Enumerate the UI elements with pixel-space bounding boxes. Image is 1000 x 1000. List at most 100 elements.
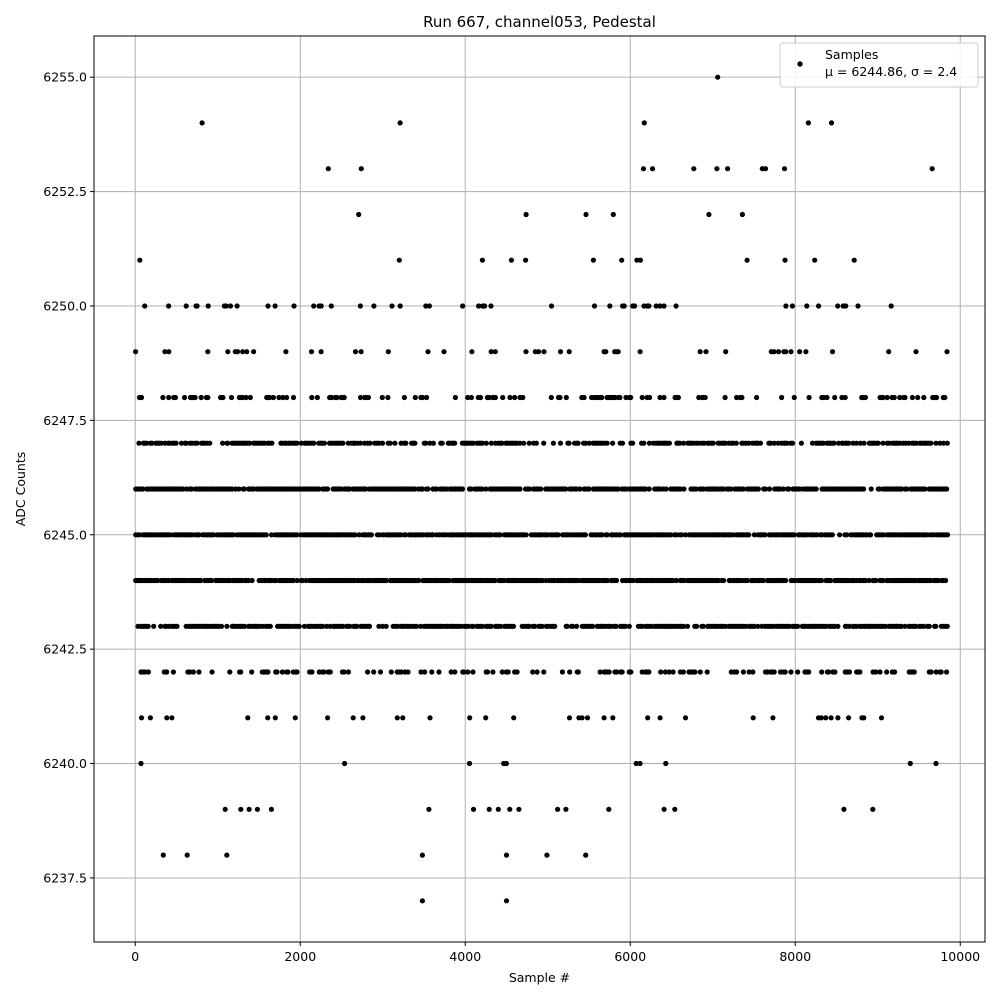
y-tick-label: 6252.5 <box>43 184 87 199</box>
data-point <box>325 715 331 721</box>
data-point <box>566 715 573 721</box>
data-point <box>138 715 145 721</box>
data-point <box>365 394 371 401</box>
data-point <box>526 486 533 492</box>
data-point <box>194 303 200 309</box>
data-point <box>198 394 204 401</box>
data-point <box>550 440 557 446</box>
data-point <box>619 440 626 446</box>
data-point <box>523 349 529 355</box>
data-point <box>628 669 634 675</box>
data-point <box>789 303 796 309</box>
data-point <box>270 394 276 401</box>
data-point <box>249 577 255 584</box>
data-point <box>426 806 432 812</box>
data-point <box>358 166 364 172</box>
data-point <box>309 394 315 401</box>
data-point <box>178 440 185 446</box>
data-point <box>581 394 587 401</box>
data-point <box>183 440 189 446</box>
data-point <box>645 715 651 721</box>
data-point <box>846 623 853 629</box>
data-point <box>500 394 506 401</box>
data-point <box>844 532 850 538</box>
data-point <box>921 623 927 629</box>
data-point <box>693 486 699 492</box>
legend: Samples μ = 6244.86, σ = 2.4 <box>779 42 979 88</box>
data-points <box>133 74 951 904</box>
data-point <box>143 440 150 446</box>
data-point <box>151 623 157 629</box>
data-point <box>722 394 728 401</box>
data-point <box>416 577 422 584</box>
data-point <box>806 394 812 401</box>
data-point <box>190 669 196 675</box>
data-point <box>465 394 471 401</box>
data-point <box>379 394 385 401</box>
data-point <box>468 394 474 401</box>
data-point <box>798 440 805 446</box>
data-point <box>610 715 616 721</box>
data-point <box>427 715 433 721</box>
data-point <box>530 669 536 675</box>
data-point <box>657 715 663 721</box>
data-point <box>356 211 362 218</box>
data-point <box>387 440 393 446</box>
data-point <box>184 852 190 858</box>
data-point <box>682 715 689 721</box>
data-point <box>347 623 353 629</box>
data-point <box>873 577 879 584</box>
data-point <box>755 623 761 629</box>
data-point <box>367 440 373 446</box>
data-point <box>575 669 581 675</box>
axis-ticks: 0 2000 4000 6000 8000 10000 6237.5 6240.0 6242.5… <box>43 70 980 964</box>
data-point <box>533 440 540 446</box>
data-point <box>783 577 789 584</box>
data-point <box>649 166 656 172</box>
data-point <box>452 394 458 401</box>
data-point <box>158 623 164 629</box>
data-point <box>884 669 890 675</box>
data-point <box>225 349 231 355</box>
data-point <box>603 349 609 355</box>
data-point <box>684 623 691 629</box>
data-point <box>311 440 317 446</box>
data-point <box>584 715 591 721</box>
data-point <box>754 394 760 401</box>
data-point <box>385 349 391 355</box>
data-point <box>891 394 897 401</box>
legend-entry-series: Samples <box>825 47 878 62</box>
data-point <box>162 349 168 355</box>
data-point <box>357 394 364 401</box>
data-point <box>922 486 928 492</box>
data-point <box>499 669 505 675</box>
data-point <box>265 715 271 721</box>
data-point <box>898 623 905 629</box>
data-point <box>241 623 248 629</box>
data-point <box>207 440 213 446</box>
data-point <box>783 349 789 355</box>
data-point <box>166 303 172 309</box>
data-point <box>740 486 747 492</box>
data-point <box>668 532 674 538</box>
data-point <box>383 577 389 584</box>
data-point <box>441 349 447 355</box>
data-point <box>405 669 411 675</box>
data-point <box>610 440 616 446</box>
data-point <box>199 120 205 126</box>
data-point <box>771 669 777 675</box>
data-point <box>582 532 589 538</box>
data-point <box>563 806 569 812</box>
data-point <box>744 257 750 263</box>
y-axis-label: ADC Counts <box>13 452 28 527</box>
data-point <box>172 394 178 401</box>
data-point <box>944 440 950 446</box>
data-point <box>637 257 644 263</box>
data-point <box>564 623 570 629</box>
data-point <box>492 577 498 584</box>
data-point <box>470 623 476 629</box>
data-point <box>647 394 653 401</box>
data-point <box>276 394 282 401</box>
data-point <box>828 120 835 126</box>
data-point <box>173 440 179 446</box>
